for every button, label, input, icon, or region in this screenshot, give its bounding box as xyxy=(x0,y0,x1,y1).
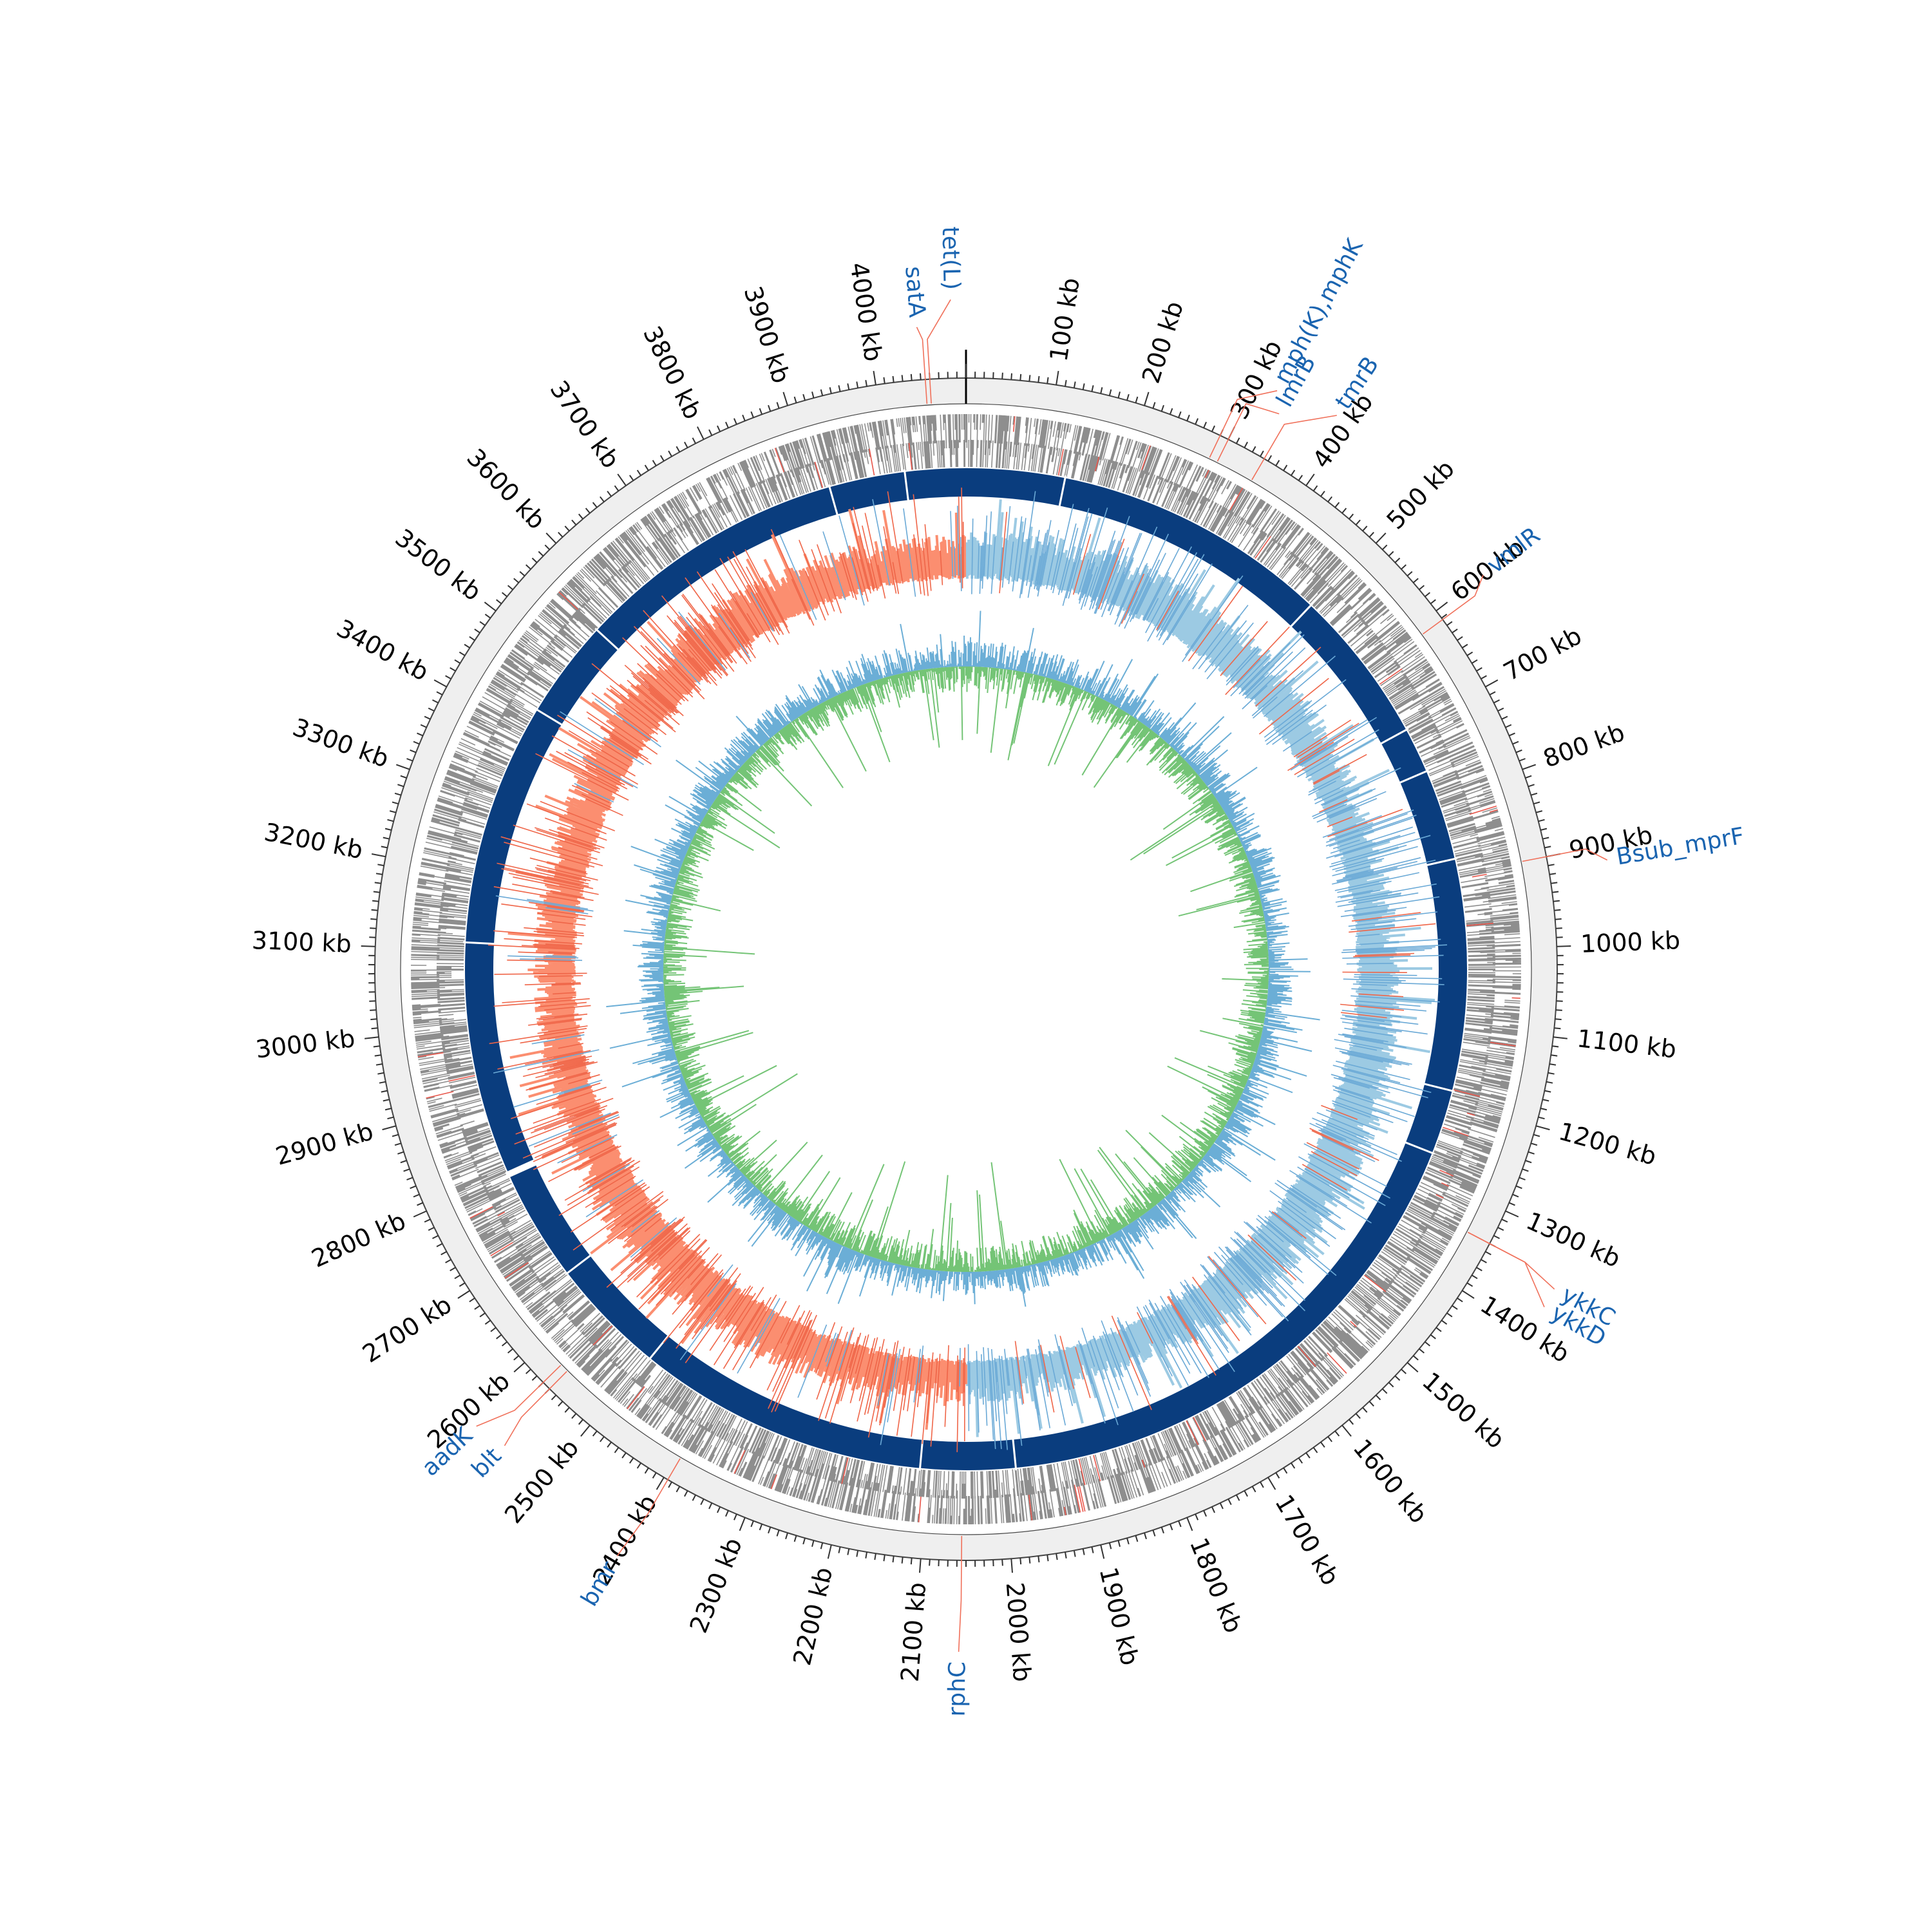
reverse-strand-features xyxy=(436,439,1496,1499)
tick-label: 1900 kb xyxy=(1094,1564,1144,1668)
tick-label: 500 kb xyxy=(1381,455,1460,535)
gc-skew-track xyxy=(488,488,1448,1452)
contig-gap xyxy=(463,941,497,945)
tick-label: 3600 kb xyxy=(461,443,551,535)
contig-gap xyxy=(505,1159,538,1179)
annotation-leader-line xyxy=(1251,415,1337,480)
tick-label: 3700 kb xyxy=(545,375,625,473)
tick-marks xyxy=(361,364,1571,1573)
tick-label: 4000 kb xyxy=(844,260,887,363)
gc-content-above xyxy=(606,611,1320,1307)
annotation-leader-line xyxy=(476,1365,562,1427)
tick-label: 1100 kb xyxy=(1575,1024,1678,1063)
annotation-leader-line xyxy=(504,1371,567,1446)
tick-label: 3000 kb xyxy=(254,1024,357,1063)
contig-gap xyxy=(647,1333,671,1361)
gene-label: blt xyxy=(467,1443,507,1482)
tick-scale xyxy=(361,364,1571,1573)
gene-label: satA xyxy=(900,265,930,319)
annotation-leader-line xyxy=(916,327,928,404)
contig-gap xyxy=(828,484,839,518)
gene-label: tet(L) xyxy=(937,226,965,290)
tick-label: 2200 kb xyxy=(788,1564,838,1668)
tick-label: 800 kb xyxy=(1540,718,1629,773)
gc-skew-negative-spikes xyxy=(488,488,1436,1452)
annotation-leader-line xyxy=(927,299,951,404)
tick-label: 3200 kb xyxy=(262,818,365,865)
tick-label: 3400 kb xyxy=(332,614,433,687)
contig-gap xyxy=(1378,728,1409,746)
gc-content-below xyxy=(663,666,1269,1273)
tick-label: 2900 kb xyxy=(272,1117,376,1170)
annotation-leader-line xyxy=(1522,848,1608,862)
annotation-leader-line xyxy=(1217,402,1280,462)
tick-label: 3100 kb xyxy=(251,926,352,958)
tick-label: 200 kb xyxy=(1137,298,1189,386)
annotation-leader-line xyxy=(616,1458,681,1557)
tick-label: 1700 kb xyxy=(1269,1490,1345,1590)
contig-gap xyxy=(903,469,910,503)
tick-label: 1200 kb xyxy=(1556,1117,1660,1170)
contig-gap xyxy=(1397,769,1429,785)
tick-label: 3800 kb xyxy=(638,322,707,424)
gc-content-track xyxy=(606,611,1320,1307)
gc-skew-positive-spikes xyxy=(493,491,1448,1450)
contig-gap xyxy=(1058,475,1067,509)
annotation-leader-line xyxy=(1423,574,1484,635)
contig-band xyxy=(465,468,1467,1470)
highlighted-features xyxy=(417,416,1520,1522)
tick-label: 1000 kb xyxy=(1580,926,1680,958)
tick-label: 2700 kb xyxy=(357,1291,457,1368)
contig-gap xyxy=(535,707,565,727)
highlighted-features xyxy=(448,442,1493,1486)
contig-gap xyxy=(565,1253,593,1276)
tick-label: 1300 kb xyxy=(1522,1206,1624,1273)
contig-gap xyxy=(594,627,621,652)
contig-gap xyxy=(1424,857,1458,867)
tick-label: 700 kb xyxy=(1499,621,1586,687)
contig-gap xyxy=(1289,603,1314,629)
annotation-leader-line xyxy=(958,1535,963,1652)
tick-label: 2300 kb xyxy=(684,1534,748,1637)
tick-label: 100 kb xyxy=(1045,276,1085,363)
annotation-leader-line xyxy=(1468,1231,1545,1307)
tick-label: 3300 kb xyxy=(289,713,393,773)
tick-label: 2500 kb xyxy=(499,1434,585,1529)
annotation-leader-line xyxy=(1209,390,1278,458)
tick-label: 1800 kb xyxy=(1184,1534,1248,1637)
gene-label: rphC xyxy=(944,1662,971,1717)
tick-label: 1500 kb xyxy=(1417,1367,1510,1454)
tick-label: 3500 kb xyxy=(390,524,486,607)
contig-gap xyxy=(1421,1082,1455,1093)
gene-label: vmlR xyxy=(1482,522,1546,579)
forward-strand-features xyxy=(410,413,1522,1525)
tick-label: 2100 kb xyxy=(896,1581,932,1683)
tick-label: 1600 kb xyxy=(1348,1434,1434,1529)
contig-gap xyxy=(1012,1437,1018,1471)
tick-label: 2000 kb xyxy=(1001,1581,1037,1683)
tick-label: 2800 kb xyxy=(307,1206,410,1273)
contig-gap xyxy=(1403,1141,1435,1155)
feature-tracks xyxy=(410,413,1522,1525)
contig-ring xyxy=(463,468,1467,1471)
tick-label: 3900 kb xyxy=(739,283,796,386)
